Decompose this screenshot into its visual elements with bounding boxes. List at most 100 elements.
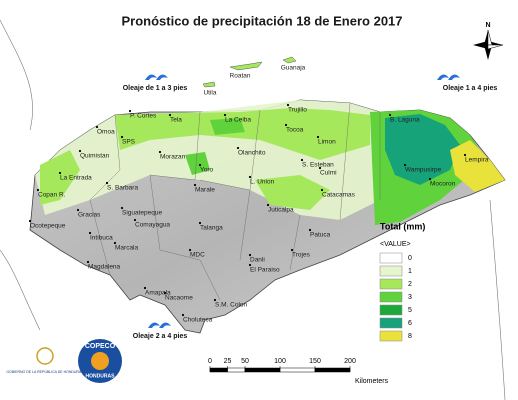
city-dot [198, 163, 202, 167]
city-dot [290, 248, 294, 252]
city-label: Limon [318, 139, 336, 146]
scale-segment [279, 367, 316, 373]
wave-label: Oleaje 1 a 4 pies [443, 85, 498, 92]
legend-label: 6 [408, 320, 412, 327]
city-label: Talanga [200, 225, 223, 232]
city-label: Intibuca [90, 235, 113, 242]
city-dot [223, 113, 227, 117]
city-label: Catacamas [322, 192, 356, 199]
city-label: Olanchito [238, 150, 266, 157]
city-label: P. Cortes [130, 113, 157, 120]
city-dot [308, 228, 312, 232]
city-label: Comayagua [135, 222, 170, 229]
city-label: Marale [195, 187, 215, 194]
department-borders [89, 102, 381, 301]
legend-swatch [379, 265, 403, 277]
city-dot [248, 175, 252, 179]
city-dot [300, 158, 304, 162]
city-dot [86, 260, 90, 264]
city-label: Morazan [160, 154, 186, 161]
city-label: S. Esteban [302, 162, 334, 169]
city-dot [193, 183, 197, 187]
scale-tick-label: 0 [208, 358, 212, 365]
city-dot [286, 103, 290, 107]
city-label: La Entrada [60, 175, 92, 182]
city-dot [143, 286, 147, 290]
scale-segment [227, 367, 246, 373]
legend-swatch [379, 330, 403, 342]
city-label: Ocotepeque [30, 223, 66, 230]
copeco-country: HONDURAS [86, 373, 116, 379]
legend-swatch [379, 304, 403, 316]
legend-label: 5 [408, 307, 412, 314]
scale-unit: Kilometers [355, 378, 389, 385]
legend-subtitle: <VALUE> [380, 241, 411, 248]
city-label: Copan R. [38, 192, 66, 199]
city-dot [78, 149, 82, 153]
city-dot [133, 218, 137, 222]
city-dot [168, 113, 172, 117]
city-label: Siguatepeque [122, 210, 163, 217]
city-dot [158, 150, 162, 154]
wave-icons [145, 74, 460, 328]
city-label: L. Union [250, 179, 275, 186]
compass-north: N [485, 22, 490, 29]
city-label: Tocoa [286, 127, 304, 134]
legend-label: 8 [408, 333, 412, 340]
copeco-name: COPECO [85, 343, 116, 350]
city-dot [463, 153, 467, 157]
city-label: S. Barbara [107, 185, 138, 192]
city-dot [428, 177, 432, 181]
city-dot [95, 125, 99, 129]
city-label: La Ceiba [225, 117, 251, 124]
city-dot [266, 203, 270, 207]
legend-title: Total (mm) [380, 221, 425, 231]
city-dot [76, 208, 80, 212]
city-label: MDC [190, 252, 205, 259]
copeco-logo: COPECO HONDURAS [78, 339, 122, 383]
city-label: Yoro [200, 167, 214, 174]
city-dot [320, 188, 324, 192]
city-label: B. Laguna [390, 117, 420, 124]
scale-tick-label: 50 [241, 358, 249, 365]
islands [202, 56, 297, 88]
scale-tick-label: 100 [274, 358, 286, 365]
city-dot [181, 313, 185, 317]
city-dot [36, 188, 40, 192]
map-title: Pronóstico de precipitación 18 de Enero … [121, 13, 402, 28]
city-dot [128, 109, 132, 113]
island-label: Roatan [230, 73, 251, 80]
legend-swatch [379, 291, 403, 303]
city-dot [248, 253, 252, 257]
city-dot [113, 241, 117, 245]
city-label: Mocoron [430, 181, 456, 188]
legend-swatch [379, 317, 403, 329]
city-dot [236, 146, 240, 150]
city-dot [213, 298, 217, 302]
legend-swatch [379, 278, 403, 290]
city-label: El Paraiso [250, 267, 280, 274]
city-label: Choluteca [183, 317, 213, 324]
scale-segment [244, 367, 281, 373]
city-dot [403, 163, 407, 167]
city-dot [316, 135, 320, 139]
city-label: Nacaome [165, 295, 193, 302]
compass: N [473, 22, 504, 60]
city-label: Omoa [97, 129, 115, 136]
island-label: Utila [203, 90, 216, 97]
city-dot [88, 231, 92, 235]
city-label: Marcala [115, 245, 139, 252]
coastline [0, 19, 506, 400]
legend-label: 3 [408, 294, 412, 301]
scale-tick-label: 150 [309, 358, 321, 365]
city-dot [318, 166, 322, 170]
island-label: Guanaja [281, 65, 306, 72]
city-label: Gracias [78, 212, 101, 219]
city-dot [388, 113, 392, 117]
city-label: Tela [170, 117, 182, 124]
city-label: Culmi [320, 170, 337, 177]
city-label: S.M. Colon [215, 302, 248, 309]
scale-segment [209, 367, 228, 373]
city-dot [120, 206, 124, 210]
